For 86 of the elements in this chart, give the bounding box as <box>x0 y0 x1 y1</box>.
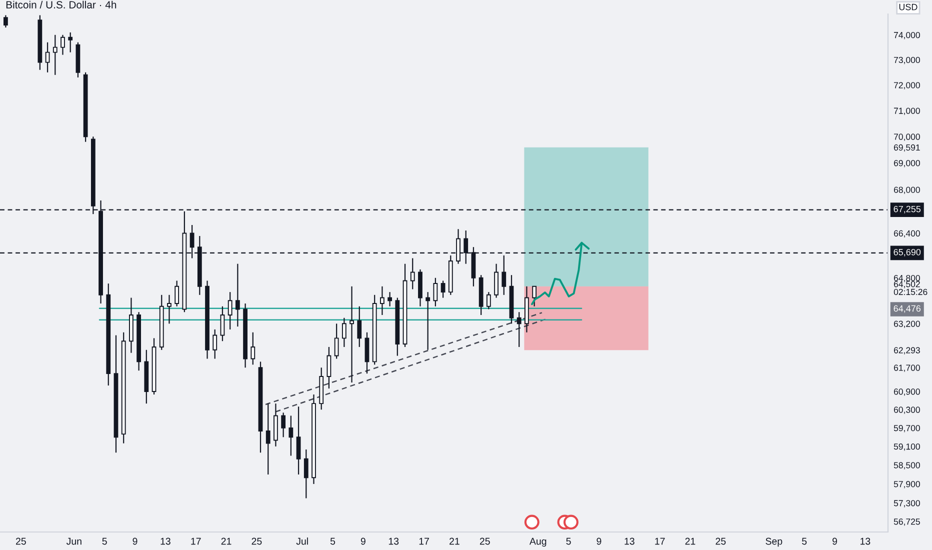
candlestick <box>494 263 498 298</box>
candlestick <box>288 415 294 456</box>
y-tick-label: 68,000 <box>894 186 920 194</box>
candlestick <box>440 280 446 298</box>
y-tick-label: 59,100 <box>894 443 920 451</box>
candlestick <box>516 312 522 348</box>
y-tick-label: 74,000 <box>894 32 920 40</box>
candlestick <box>380 286 384 316</box>
x-tick-label: 17 <box>191 538 201 545</box>
x-tick-label: 5 <box>566 538 571 545</box>
y-tick-label: 69,000 <box>894 160 920 168</box>
y-tick-label: 69,591 <box>894 144 920 152</box>
candlestick <box>220 306 225 342</box>
y-tick-label: 70,000 <box>894 134 920 141</box>
x-tick-label: 13 <box>860 538 870 545</box>
candlestick <box>174 280 180 307</box>
text: USD <box>899 4 918 10</box>
x-tick-label: 5 <box>102 538 107 545</box>
candlestick <box>388 292 392 307</box>
x-tick-label: Jun <box>66 538 82 545</box>
candlestick <box>357 306 362 348</box>
x-tick-label: 21 <box>685 538 696 545</box>
candlestick <box>266 403 270 476</box>
x-tick-label: 9 <box>832 538 837 545</box>
x-tick-label: 9 <box>596 538 602 545</box>
candlestick <box>326 346 332 390</box>
candlestick <box>364 332 370 374</box>
candlestick <box>45 42 50 73</box>
candlestick <box>532 286 537 307</box>
candlestick <box>502 254 506 296</box>
candlestick <box>433 277 438 307</box>
x-tick-label: 25 <box>252 538 262 545</box>
chart-title: Bitcoin / U.S. Dollar · 4h <box>6 0 116 8</box>
x-tick-label: 25 <box>716 538 726 545</box>
x-tick-label: 9 <box>132 538 138 545</box>
x-tick-label: 13 <box>388 538 399 545</box>
candlestick <box>281 412 286 438</box>
x-tick-label: Jul <box>296 538 308 545</box>
x-tick-label: 5 <box>330 538 336 545</box>
x-tick-label: 17 <box>655 538 665 545</box>
candlestick <box>486 292 491 310</box>
y-tick-label: 60,900 <box>894 388 920 396</box>
y-tick-label: 73,000 <box>894 56 920 64</box>
candlestick <box>334 323 339 360</box>
y-tick-label: 66,400 <box>894 230 920 238</box>
candlestick <box>167 294 172 324</box>
y-tick-label: 62,293 <box>894 347 920 354</box>
x-tick-label: 21 <box>450 538 460 545</box>
y-tick-label: 56,725 <box>894 518 920 526</box>
candlestick <box>60 34 65 56</box>
x-tick-label: 13 <box>160 538 170 545</box>
ref-line-label: 65,690 <box>894 248 921 256</box>
x-tick-label: 25 <box>480 538 490 545</box>
y-tick-label: 57,900 <box>894 481 920 488</box>
text: 64,476 <box>894 305 921 313</box>
candlestick <box>304 448 308 499</box>
y-tick-label: 59,700 <box>894 424 920 432</box>
candlestick <box>410 258 415 290</box>
y-tick-label: 58,500 <box>894 462 920 470</box>
candlestick <box>296 406 301 476</box>
x-tick-label: 13 <box>624 538 634 545</box>
y-tick-label: 63,200 <box>894 320 920 328</box>
candlestick <box>250 332 256 366</box>
y-tick-label: 64,800 <box>894 274 920 282</box>
y-tick-label: 61,700 <box>894 364 920 372</box>
x-tick-label: Aug <box>529 538 546 547</box>
x-tick-label: Sep <box>766 538 782 547</box>
x-tick-label: 5 <box>802 538 807 545</box>
y-tick-label: 60,300 <box>894 406 920 414</box>
y-tick-label: 72,000 <box>894 82 920 90</box>
y-tick-label: 71,000 <box>894 108 920 115</box>
candlestick <box>235 263 240 328</box>
candlestick <box>350 286 354 384</box>
ref-line-label: 67,255 <box>894 206 921 214</box>
candlestick <box>68 32 73 53</box>
candlestick <box>342 317 346 348</box>
x-tick-label: 9 <box>360 538 366 545</box>
candlestick <box>212 328 218 360</box>
x-tick-label: 21 <box>221 538 232 545</box>
y-tick-label: 64,502 02:15:26 <box>894 281 928 296</box>
candlestick <box>426 292 430 350</box>
candlestick <box>228 292 232 330</box>
y-tick-label: 57,300 <box>894 500 920 508</box>
x-tick-label: 17 <box>419 538 429 545</box>
candlestick <box>52 34 58 76</box>
x-tick-label: 25 <box>16 538 26 545</box>
